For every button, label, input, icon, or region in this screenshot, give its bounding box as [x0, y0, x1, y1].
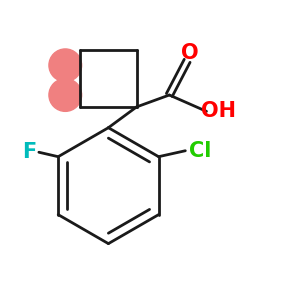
Text: F: F [22, 142, 36, 162]
Circle shape [49, 79, 82, 111]
Text: O: O [181, 44, 199, 63]
Text: OH: OH [201, 101, 236, 122]
Text: Cl: Cl [189, 141, 212, 161]
Circle shape [49, 49, 82, 82]
